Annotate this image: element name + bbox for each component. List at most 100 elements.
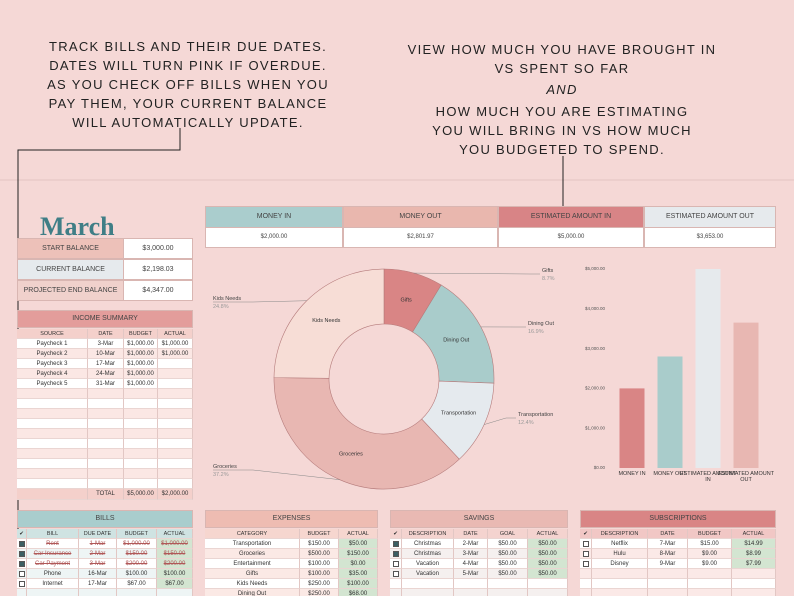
table-cell: $1,000.00: [124, 349, 158, 359]
table-cell: [124, 419, 158, 429]
bar: [733, 322, 759, 468]
checkbox[interactable]: [392, 571, 399, 577]
table-cell: $50.00: [488, 549, 528, 559]
table-cell: $500.00: [300, 549, 339, 559]
checkbox[interactable]: [582, 561, 589, 567]
checkbox[interactable]: [18, 541, 25, 547]
donut-segment: [273, 268, 385, 379]
table-cell: [648, 579, 688, 589]
table-cell: $7.99: [732, 559, 776, 569]
table-cell: Christmas: [402, 539, 454, 549]
checkbox-cell: [17, 589, 27, 596]
y-tick-label: $5,000.00: [585, 266, 606, 271]
column-header: DUE DATE: [79, 529, 117, 539]
table-cell: [402, 589, 454, 596]
table-cell: $0.00: [339, 559, 378, 569]
checkbox[interactable]: [582, 541, 589, 547]
legend-label: Gifts: [542, 268, 554, 274]
table-cell: [158, 459, 193, 469]
column-header: BILL: [27, 529, 79, 539]
table-cell: [528, 589, 568, 596]
table-cell: Paycheck 4: [17, 369, 88, 379]
table-cell: $1,000.00: [157, 539, 193, 549]
table-cell: Car Insurance: [27, 549, 79, 559]
table-cell: Gifts: [205, 569, 300, 579]
table-cell: 3-Mar: [88, 339, 124, 349]
table-cell: [488, 589, 528, 596]
table-cell: [17, 399, 88, 409]
table-cell: Paycheck 3: [17, 359, 88, 369]
leader-line: [213, 469, 340, 480]
segment-label: Gifts: [400, 297, 412, 303]
leader-line: [413, 272, 540, 275]
table-cell: [454, 589, 488, 596]
table-cell: $14.99: [732, 539, 776, 549]
table-cell: Kids Needs: [205, 579, 300, 589]
annotation-line: WILL AUTOMATICALLY UPDATE.: [72, 115, 304, 130]
checkbox[interactable]: [392, 541, 399, 547]
table-cell: [79, 589, 117, 596]
x-tick-label: MONEY IN: [618, 471, 645, 477]
table-cell: [158, 439, 193, 449]
table-cell: [124, 469, 158, 479]
checkbox[interactable]: [392, 561, 399, 567]
checkbox[interactable]: [18, 581, 25, 587]
column-header: BUDGET: [124, 329, 158, 339]
table-cell: Phone: [27, 569, 79, 579]
table-cell: [158, 379, 193, 389]
checkbox[interactable]: [18, 551, 25, 557]
table-cell: 10-Mar: [88, 349, 124, 359]
summary-header: MONEY IN: [205, 206, 343, 228]
segment-label: Kids Needs: [312, 318, 340, 324]
table-cell: $200.00: [157, 559, 193, 569]
table-cell: [158, 469, 193, 479]
table-cell: [158, 419, 193, 429]
column-header: DATE: [454, 529, 488, 539]
table-cell: $9.00: [688, 559, 732, 569]
column-header: ✔: [17, 529, 27, 539]
table-cell: 17-Mar: [79, 579, 117, 589]
summary-value: $2,801.97: [343, 227, 498, 248]
table-cell: $35.00: [339, 569, 378, 579]
y-tick-label: $3,000.00: [585, 346, 606, 351]
table-cell: 7-Mar: [648, 539, 688, 549]
table-cell: $67.00: [157, 579, 193, 589]
table-cell: [454, 579, 488, 589]
table-cell: $100.00: [117, 569, 157, 579]
table-cell: $1,000.00: [117, 539, 157, 549]
annotation-line: DATES WILL TURN PINK IF OVERDUE.: [49, 58, 327, 73]
balance-label: START BALANCE: [17, 238, 124, 259]
table-cell: [688, 589, 732, 596]
table-cell: $50.00: [488, 539, 528, 549]
table-cell: [17, 439, 88, 449]
legend-label: Transportation: [518, 412, 553, 418]
checkbox[interactable]: [392, 551, 399, 557]
y-tick-label: $4,000.00: [585, 306, 606, 311]
table-cell: 3-Mar: [454, 549, 488, 559]
table-cell: $50.00: [339, 539, 378, 549]
balance-value: $2,198.03: [123, 259, 193, 280]
table-cell: [124, 439, 158, 449]
table-cell: $150.00: [157, 549, 193, 559]
column-header: BUDGET: [300, 529, 339, 539]
table-cell: Paycheck 1: [17, 339, 88, 349]
checkbox[interactable]: [582, 551, 589, 557]
table-cell: $1,000.00: [158, 349, 193, 359]
table-cell: [732, 569, 776, 579]
segment-label: Transportation: [441, 410, 476, 416]
column-header: ACTUAL: [732, 529, 776, 539]
legend-label: Groceries: [213, 464, 237, 470]
checkbox[interactable]: [18, 571, 25, 577]
annotation-line: VIEW HOW MUCH YOU HAVE BROUGHT IN: [407, 42, 717, 57]
column-header: DATE: [88, 329, 124, 339]
column-header: DESCRIPTION: [592, 529, 648, 539]
table-cell: $1,000.00: [158, 339, 193, 349]
table-title: BILLS: [17, 510, 193, 528]
table-cell: Paycheck 5: [17, 379, 88, 389]
annotation-connector: AND: [546, 82, 578, 97]
table-cell: Vacation: [402, 569, 454, 579]
table-cell: [17, 459, 88, 469]
checkbox[interactable]: [18, 561, 25, 567]
